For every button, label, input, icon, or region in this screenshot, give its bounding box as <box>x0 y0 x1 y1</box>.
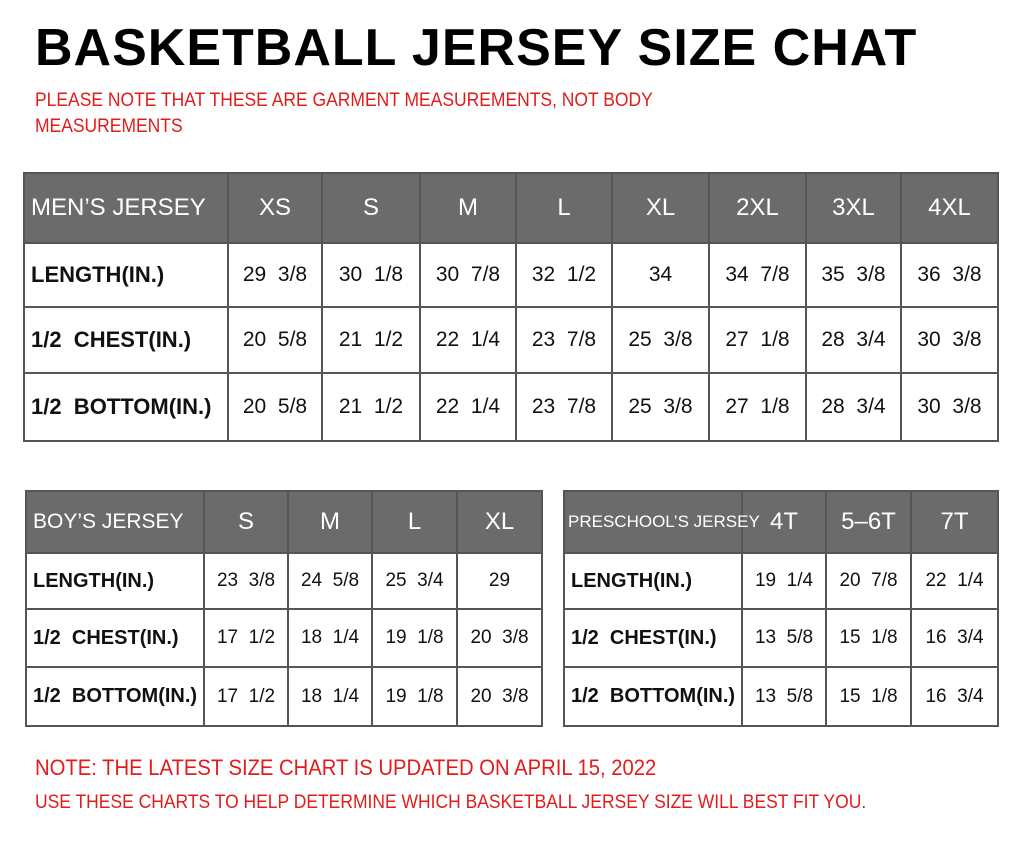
size-header-cell: 2XL <box>708 172 807 244</box>
measurement-value: 17 1/2 <box>203 608 289 668</box>
table-row: 1/2 CHEST(IN.) 20 5/8 21 1/2 22 1/4 23 7/8 25… <box>23 306 999 374</box>
mens-size-table: MEN’S JERSEY XS S M L XL 2XL 3XL 4XL LENGTH(IN.) 2… <box>23 172 999 442</box>
measurement-value: 19 1/8 <box>371 666 458 727</box>
measurement-value: 20 3/8 <box>456 608 543 668</box>
measurement-value: 28 3/4 <box>805 372 902 442</box>
measurement-value: 27 1/8 <box>708 372 807 442</box>
measurement-value: 23 3/8 <box>203 552 289 610</box>
measurement-value: 16 3/4 <box>910 666 999 727</box>
measurement-value: 23 7/8 <box>515 372 613 442</box>
size-header-cell: XL <box>456 490 543 554</box>
measurement-value: 22 1/4 <box>910 552 999 610</box>
measurement-label: LENGTH(IN.) <box>563 552 743 610</box>
measurement-value: 30 7/8 <box>419 242 517 308</box>
measurement-label: LENGTH(IN.) <box>25 552 205 610</box>
table-row: 1/2 CHEST(IN.) 13 5/8 15 1/8 16 3/4 <box>563 608 999 668</box>
header-row: PRESCHOOL’S JERSEY 4T 5–6T 7T <box>563 490 999 554</box>
measurement-label: 1/2 BOTTOM(IN.) <box>563 666 743 727</box>
size-header-cell: S <box>203 490 289 554</box>
measurement-value: 13 5/8 <box>741 666 827 727</box>
measurement-value: 19 1/4 <box>741 552 827 610</box>
measurement-value: 30 3/8 <box>900 372 999 442</box>
size-header-cell: 4T <box>741 490 827 554</box>
measurement-value: 15 1/8 <box>825 666 912 727</box>
measurement-value: 22 1/4 <box>419 306 517 374</box>
table-row: 1/2 CHEST(IN.) 17 1/2 18 1/4 19 1/8 20 3/8 <box>25 608 543 668</box>
measurement-value: 20 3/8 <box>456 666 543 727</box>
page-title: BASKETBALL JERSEY SIZE CHAT <box>35 19 918 77</box>
size-header-cell: 4XL <box>900 172 999 244</box>
usage-note: USE THESE CHARTS TO HELP DETERMINE WHICH… <box>35 792 867 813</box>
table-row: 1/2 BOTTOM(IN.) 13 5/8 15 1/8 16 3/4 <box>563 666 999 727</box>
measurement-value: 32 1/2 <box>515 242 613 308</box>
boys-size-table: BOY’S JERSEY S M L XL LENGTH(IN.) 23 3/8 24 5/8… <box>25 490 543 727</box>
size-header-cell: L <box>515 172 613 244</box>
measurement-value: 29 3/8 <box>227 242 323 308</box>
table-title-cell: MEN’S JERSEY <box>23 172 229 244</box>
measurement-value: 22 1/4 <box>419 372 517 442</box>
measurement-value: 20 5/8 <box>227 306 323 374</box>
preschool-size-table: PRESCHOOL’S JERSEY 4T 5–6T 7T LENGTH(IN.) 19 … <box>563 490 999 727</box>
measurement-value: 30 3/8 <box>900 306 999 374</box>
measurement-value: 19 1/8 <box>371 608 458 668</box>
size-header-cell: M <box>419 172 517 244</box>
measurement-label: 1/2 CHEST(IN.) <box>25 608 205 668</box>
measurement-value: 29 <box>456 552 543 610</box>
measurement-label: 1/2 BOTTOM(IN.) <box>25 666 205 727</box>
measurement-value: 24 5/8 <box>287 552 373 610</box>
table-row: 1/2 BOTTOM(IN.) 17 1/2 18 1/4 19 1/8 20 3/8 <box>25 666 543 727</box>
header-row: MEN’S JERSEY XS S M L XL 2XL 3XL 4XL <box>23 172 999 244</box>
measurement-value: 36 3/8 <box>900 242 999 308</box>
size-header-cell: 7T <box>910 490 999 554</box>
measurement-value: 18 1/4 <box>287 666 373 727</box>
table-row: LENGTH(IN.) 29 3/8 30 1/8 30 7/8 32 1/2 34 34 … <box>23 242 999 308</box>
table-title-cell: PRESCHOOL’S JERSEY <box>563 490 760 554</box>
measurement-value: 30 1/8 <box>321 242 421 308</box>
table-row: LENGTH(IN.) 23 3/8 24 5/8 25 3/4 29 <box>25 552 543 610</box>
size-header-cell: M <box>287 490 373 554</box>
measurement-value: 13 5/8 <box>741 608 827 668</box>
measurement-value: 34 7/8 <box>708 242 807 308</box>
garment-note: PLEASE NOTE THAT THESE ARE GARMENT MEASU… <box>35 90 653 137</box>
measurement-label: 1/2 CHEST(IN.) <box>563 608 743 668</box>
measurement-value: 16 3/4 <box>910 608 999 668</box>
measurement-value: 18 1/4 <box>287 608 373 668</box>
size-header-cell: XL <box>611 172 710 244</box>
table-row: LENGTH(IN.) 19 1/4 20 7/8 22 1/4 <box>563 552 999 610</box>
size-header-cell: S <box>321 172 421 244</box>
measurement-value: 25 3/8 <box>611 372 710 442</box>
measurement-value: 23 7/8 <box>515 306 613 374</box>
size-header-cell: L <box>371 490 458 554</box>
update-note: NOTE: THE LATEST SIZE CHART IS UPDATED O… <box>35 755 657 780</box>
size-header-cell: 3XL <box>805 172 902 244</box>
measurement-value: 15 1/8 <box>825 608 912 668</box>
measurement-value: 20 7/8 <box>825 552 912 610</box>
size-header-cell: 5–6T <box>825 490 912 554</box>
measurement-value: 21 1/2 <box>321 372 421 442</box>
measurement-value: 25 3/4 <box>371 552 458 610</box>
measurement-label: 1/2 BOTTOM(IN.) <box>23 372 229 442</box>
measurement-value: 17 1/2 <box>203 666 289 727</box>
measurement-value: 28 3/4 <box>805 306 902 374</box>
measurement-value: 27 1/8 <box>708 306 807 374</box>
measurement-label: 1/2 CHEST(IN.) <box>23 306 229 374</box>
measurement-value: 20 5/8 <box>227 372 323 442</box>
measurement-value: 25 3/8 <box>611 306 710 374</box>
measurement-value: 34 <box>611 242 710 308</box>
table-title-cell: BOY’S JERSEY <box>25 490 205 554</box>
measurement-label: LENGTH(IN.) <box>23 242 229 308</box>
measurement-value: 21 1/2 <box>321 306 421 374</box>
size-header-cell: XS <box>227 172 323 244</box>
measurement-value: 35 3/8 <box>805 242 902 308</box>
table-row: 1/2 BOTTOM(IN.) 20 5/8 21 1/2 22 1/4 23 7/8 2… <box>23 372 999 442</box>
header-row: BOY’S JERSEY S M L XL <box>25 490 543 554</box>
